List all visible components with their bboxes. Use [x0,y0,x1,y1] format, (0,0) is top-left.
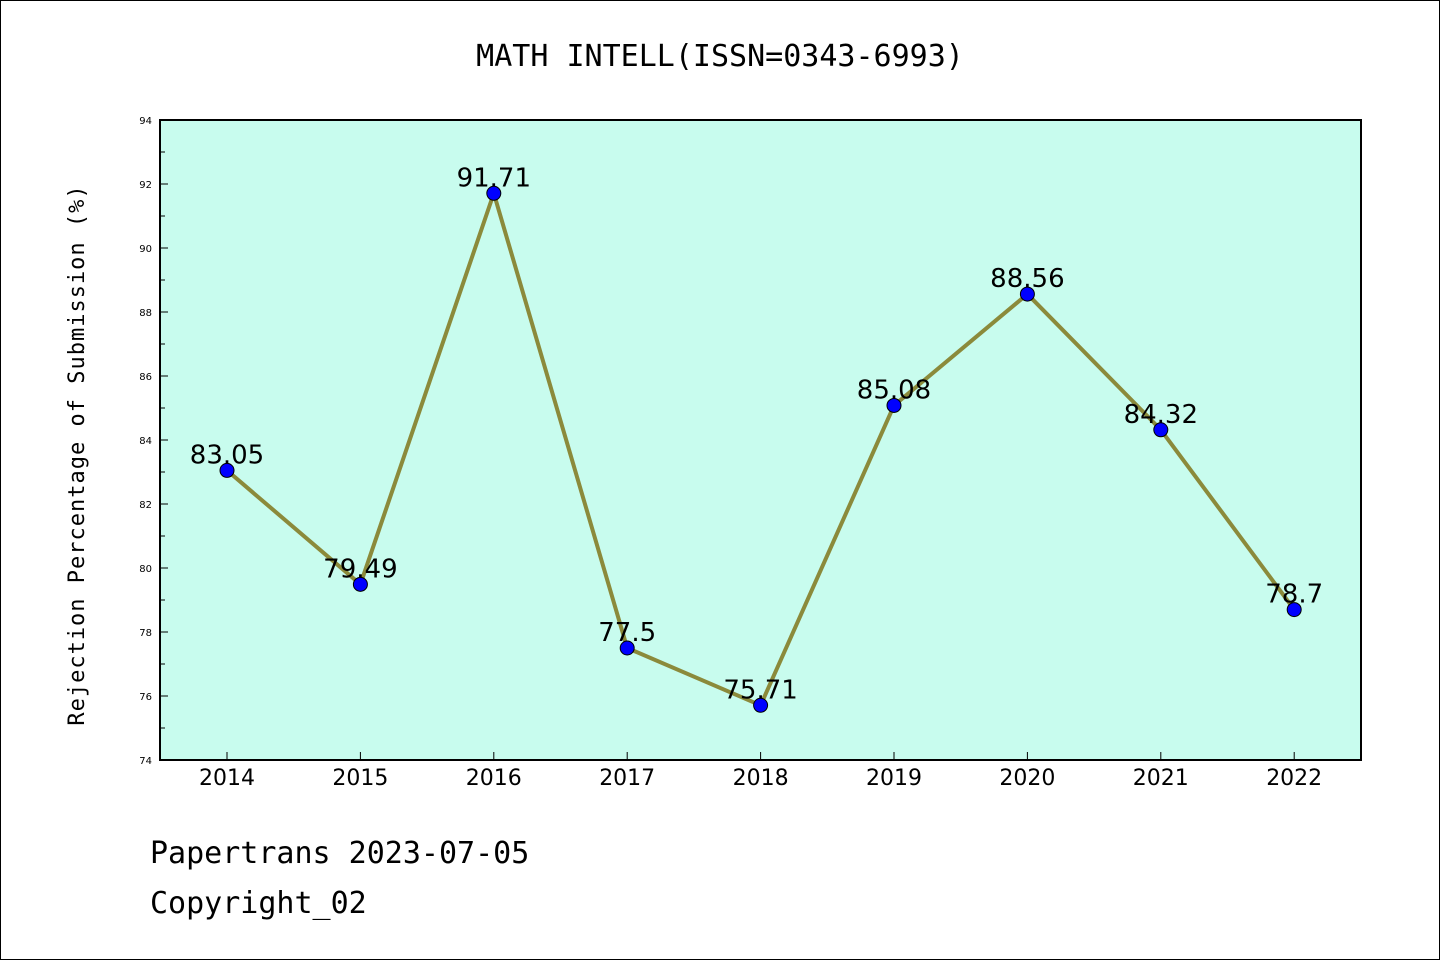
y-tick-label: 92 [139,180,152,191]
data-label: 78.7 [1265,580,1323,610]
y-tick-label: 88 [139,308,152,319]
data-label: 91.71 [457,163,531,193]
x-tick-label: 2015 [332,766,388,791]
y-tick-label: 80 [139,564,152,575]
y-axis-label: Rejection Percentage of Submission (%) [65,184,90,725]
y-tick-label: 74 [139,756,152,767]
footer-source: Papertrans 2023-07-05 [150,836,530,871]
data-label: 79.49 [323,554,397,584]
data-point [352,576,368,592]
data-point [886,397,902,413]
data-label: 88.56 [990,264,1064,294]
x-tick-label: 2022 [1266,766,1322,791]
series-group: 83.05 79.49 91.71 77.5 75.71 85.08 88.56 84.32 7… [190,163,1323,713]
y-tick-label: 90 [139,244,152,255]
data-point [1286,602,1302,618]
data-label: 85.08 [857,375,931,405]
x-tick-label: 2019 [866,766,922,791]
chart-title: MATH INTELL(ISSN=0343-6993) [476,39,964,74]
x-tick-label: 2018 [733,766,789,791]
data-point [619,640,635,656]
data-label: 75.71 [723,675,797,705]
x-tick-label: 2016 [466,766,522,791]
y-tick-label: 78 [139,628,152,639]
data-point [1019,286,1035,302]
y-tick-label: 94 [139,116,152,127]
data-point [219,462,235,478]
data-label: 83.05 [190,440,264,470]
x-tick-label: 2014 [199,766,255,791]
y-tick-label: 86 [139,372,152,383]
data-label: 84.32 [1124,400,1198,430]
x-tick-label: 2020 [999,766,1055,791]
footer-copyright: Copyright_02 [150,886,367,921]
data-label: 77.5 [598,618,656,648]
y-tick-label: 76 [139,692,152,703]
x-axis: 2014 2015 2016 2017 2018 2019 2020 2021 2022 [199,752,1322,791]
y-tick-label: 84 [139,436,152,447]
plot-area [159,119,1362,761]
data-point [1153,422,1169,438]
y-tick-label: 82 [139,500,152,511]
x-tick-label: 2017 [599,766,655,791]
x-tick-label: 2021 [1133,766,1189,791]
data-point [753,697,769,713]
y-axis: 74 76 78 80 82 84 86 88 90 92 94 [139,116,168,767]
data-point [486,185,502,201]
